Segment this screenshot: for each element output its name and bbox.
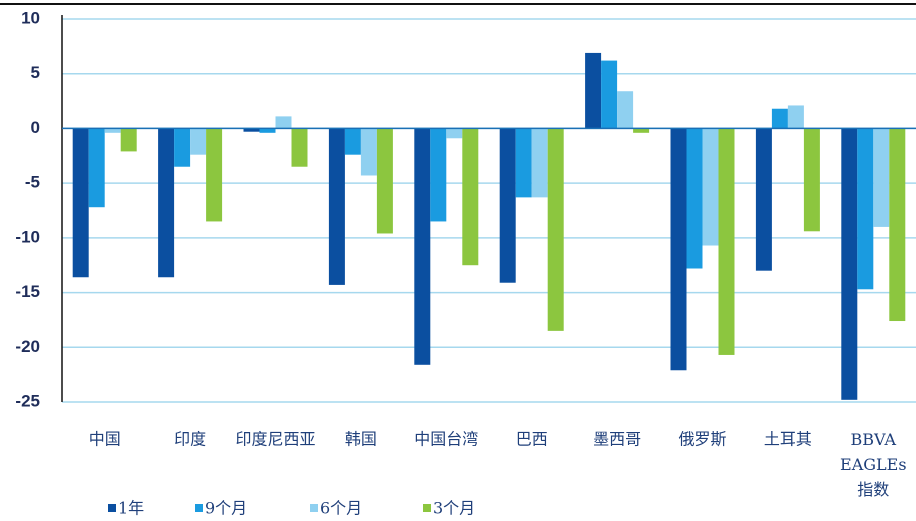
- bar: [803, 128, 820, 232]
- bar: [702, 128, 719, 246]
- bar: [873, 128, 890, 227]
- bar: [414, 128, 431, 365]
- bar: [430, 128, 447, 222]
- bar: [633, 128, 650, 133]
- bar: [889, 128, 906, 322]
- y-tick-label: -25: [15, 391, 40, 410]
- x-tick-label: 韩国: [345, 430, 377, 449]
- legend-label: 1年: [118, 499, 144, 518]
- bar: [174, 128, 191, 167]
- x-tick-label: 印度尼西亚: [235, 430, 315, 449]
- bar: [243, 128, 260, 132]
- x-tick-line: 指数: [857, 480, 889, 499]
- bar: [857, 128, 874, 290]
- bar: [686, 128, 703, 269]
- bar: [376, 128, 393, 234]
- y-tick-label: -5: [25, 173, 40, 192]
- x-tick-label: 中国: [89, 430, 121, 449]
- bar: [755, 128, 772, 271]
- x-tick-label: 土耳其: [764, 430, 812, 449]
- bar: [88, 128, 105, 208]
- bar: [670, 128, 687, 371]
- x-tick-label: 墨西哥: [593, 430, 641, 449]
- bar: [601, 60, 618, 129]
- x-tick-label: 巴西: [516, 430, 548, 449]
- bar: [446, 128, 463, 139]
- y-tick-label: -10: [15, 227, 40, 246]
- legend-swatch: [310, 504, 318, 512]
- legend-swatch: [423, 504, 431, 512]
- bar: [158, 128, 175, 278]
- bar: [515, 128, 532, 198]
- bar: [787, 105, 804, 129]
- legend-swatch: [195, 504, 203, 512]
- bar: [328, 128, 345, 285]
- bar: [120, 128, 137, 152]
- bar: [617, 91, 634, 129]
- legend-label: 6个月: [320, 499, 362, 518]
- y-tick-label: 5: [31, 63, 40, 82]
- y-tick-label: -15: [15, 282, 40, 301]
- bar: [499, 128, 516, 283]
- legend-label: 3个月: [433, 499, 475, 518]
- x-tick-label: 印度: [174, 430, 206, 449]
- bar: [72, 128, 89, 278]
- x-tick-line: EAGLEs: [840, 455, 907, 474]
- bar: [771, 108, 788, 129]
- y-tick-label: 0: [31, 118, 40, 137]
- bar: [462, 128, 479, 266]
- y-tick-label: 10: [21, 8, 40, 27]
- bar: [360, 128, 377, 176]
- bar: [206, 128, 223, 222]
- x-tick-label: 俄罗斯: [678, 430, 726, 449]
- x-tick-line: BBVA: [851, 430, 897, 449]
- bar: [275, 116, 292, 129]
- bar: [190, 128, 207, 155]
- bar: [531, 128, 548, 198]
- bar: [344, 128, 361, 155]
- bar: [291, 128, 308, 167]
- bar: [841, 128, 858, 400]
- legend-swatch: [108, 504, 116, 512]
- x-tick-label: 中国台湾: [414, 430, 478, 449]
- x-tick-label: BBVA EAGLEs 指数: [840, 430, 907, 499]
- bar: [718, 128, 735, 355]
- bar: [104, 128, 121, 133]
- bar: [547, 128, 564, 331]
- bar: [259, 128, 276, 133]
- bar: [585, 52, 602, 129]
- legend-label: 9个月: [205, 499, 247, 518]
- y-tick-label: -20: [15, 337, 40, 356]
